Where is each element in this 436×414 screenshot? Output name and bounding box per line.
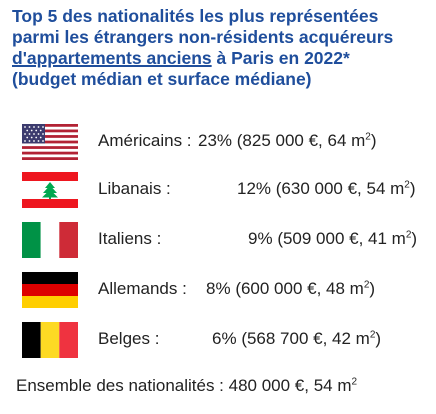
footer-total: Ensemble des nationalités : 480 000 €, 5… bbox=[16, 376, 357, 396]
row-value: 8% (600 000 €, 48 m2) bbox=[206, 279, 376, 298]
footer-text: Ensemble des nationalités : 480 000 €, 5… bbox=[16, 376, 352, 395]
superscript-2: 2 bbox=[351, 376, 358, 388]
row-detail: (568 700 €, 42 m bbox=[241, 329, 370, 348]
superscript-2: 2 bbox=[405, 229, 412, 241]
row-name: Américains : bbox=[98, 131, 192, 150]
superscript-2: 2 bbox=[369, 329, 376, 341]
row-name: Allemands : bbox=[98, 279, 187, 298]
lebanon-flag-icon bbox=[22, 172, 78, 208]
title-line-3: d'appartements anciens à Paris en 2022* bbox=[12, 48, 432, 69]
title-underlined-text: d'appartements anciens bbox=[12, 48, 212, 68]
title-line-2: parmi les étrangers non-résidents acquér… bbox=[12, 27, 394, 47]
table-row: Libanais : 12% (630 000 €, 54 m2) bbox=[22, 172, 436, 210]
row-value: 9% (509 000 €, 41 m2) bbox=[248, 229, 418, 248]
row-value: 23% (825 000 €, 64 m2) bbox=[198, 131, 377, 150]
row-name: Belges : bbox=[98, 329, 160, 348]
table-row: Italiens : 9% (509 000 €, 41 m2) bbox=[22, 222, 436, 260]
table-row: Belges : 6% (568 700 €, 42 m2) bbox=[22, 322, 436, 360]
row-value: 6% (568 700 €, 42 m2) bbox=[212, 329, 382, 348]
superscript-2: 2 bbox=[363, 279, 370, 291]
row-name: Libanais : bbox=[98, 179, 171, 198]
title-line-1: Top 5 des nationalités les plus représen… bbox=[12, 6, 379, 26]
row-percentage: 12% bbox=[237, 179, 272, 198]
row-percentage: 8% bbox=[206, 279, 231, 298]
title-line-3-rest: à Paris en 2022* bbox=[211, 48, 350, 68]
usa-flag-icon bbox=[22, 124, 78, 160]
italy-flag-icon bbox=[22, 222, 78, 258]
row-percentage: 6% bbox=[212, 329, 237, 348]
row-name: Italiens : bbox=[98, 229, 162, 248]
germany-flag-icon bbox=[22, 272, 78, 308]
title-line-4: (budget médian et surface médiane) bbox=[12, 69, 312, 89]
row-percentage: 23% bbox=[198, 131, 233, 150]
superscript-2: 2 bbox=[365, 131, 371, 143]
row-value: 12% (630 000 €, 54 m2) bbox=[237, 179, 416, 198]
row-detail: (509 000 €, 41 m bbox=[277, 229, 406, 248]
row-percentage: 9% bbox=[248, 229, 273, 248]
belgium-flag-icon bbox=[22, 322, 78, 358]
chart-title: Top 5 des nationalités les plus représen… bbox=[12, 6, 432, 90]
row-detail: (600 000 €, 48 m bbox=[235, 279, 364, 298]
table-row: Allemands : 8% (600 000 €, 48 m2) bbox=[22, 272, 436, 310]
row-detail: (825 000 €, 64 m bbox=[236, 131, 366, 150]
row-detail: (630 000 €, 54 m bbox=[275, 179, 405, 198]
table-row: Américains : 23% (825 000 €, 64 m2) bbox=[22, 124, 436, 162]
superscript-2: 2 bbox=[404, 179, 410, 191]
